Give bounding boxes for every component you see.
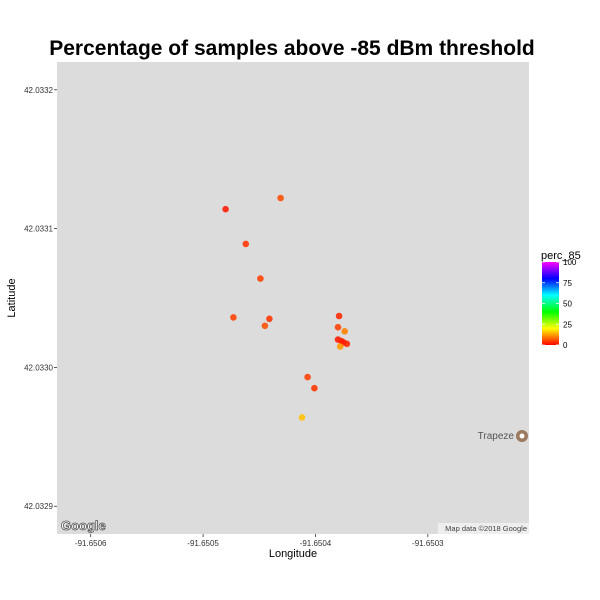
- legend-tick-label: 0: [563, 341, 568, 350]
- data-point-17: [298, 414, 306, 421]
- data-point-1: [277, 194, 284, 202]
- x-tick-label: -91.6505: [187, 539, 219, 548]
- attribution-bg: [438, 523, 529, 534]
- data-point-9: [341, 328, 349, 335]
- y-axis-label: Latitude: [6, 278, 18, 317]
- legend-colorbar: [542, 262, 559, 345]
- data-point-8: [334, 323, 342, 331]
- place-marker: Trapeze: [478, 430, 528, 442]
- legend-title: perc_85: [541, 250, 581, 262]
- x-tick-label: -91.6506: [75, 539, 107, 548]
- x-axis: -91.6506 -91.6505 -91.6504 -91.6503: [75, 534, 444, 548]
- legend-tick-label: 75: [563, 279, 572, 288]
- data-point-3: [257, 275, 264, 282]
- data-point-4: [230, 314, 237, 321]
- data-point-16: [311, 384, 318, 392]
- y-tick-label: 42.0330: [24, 363, 53, 372]
- y-axis: 42.0329 42.0330 42.0331 42.0332: [24, 86, 57, 511]
- data-point-7: [335, 312, 343, 320]
- map-attribution: Map data ©2018 Google: [445, 524, 527, 533]
- legend-tick-label: 50: [563, 300, 572, 309]
- legend-tick-label: 25: [563, 320, 572, 329]
- legend-tick-label: 100: [563, 258, 577, 267]
- data-point-2: [242, 240, 250, 248]
- y-tick-label: 42.0332: [24, 86, 53, 95]
- x-tick-label: -91.6503: [412, 539, 444, 548]
- legend-ticks: 0 25 50 75 100: [542, 258, 577, 350]
- data-point-13: [343, 340, 351, 348]
- y-tick-label: 42.0329: [24, 502, 53, 511]
- chart-title: Percentage of samples above -85 dBm thre…: [49, 37, 534, 60]
- x-axis-label: Longitude: [269, 548, 317, 560]
- x-tick-label: -91.6504: [300, 539, 332, 548]
- data-point-5: [266, 315, 273, 323]
- data-point-14: [336, 343, 344, 350]
- legend: perc_85 0 25 50 75 100: [541, 250, 581, 350]
- y-tick-label: 42.0331: [24, 225, 53, 234]
- data-point-15: [304, 373, 311, 381]
- data-point-6: [261, 322, 269, 330]
- points-layer: [222, 194, 351, 421]
- place-label: Trapeze: [478, 431, 515, 442]
- google-logo: Google: [61, 518, 106, 533]
- map-panel: [57, 62, 529, 534]
- data-point-0: [222, 205, 229, 213]
